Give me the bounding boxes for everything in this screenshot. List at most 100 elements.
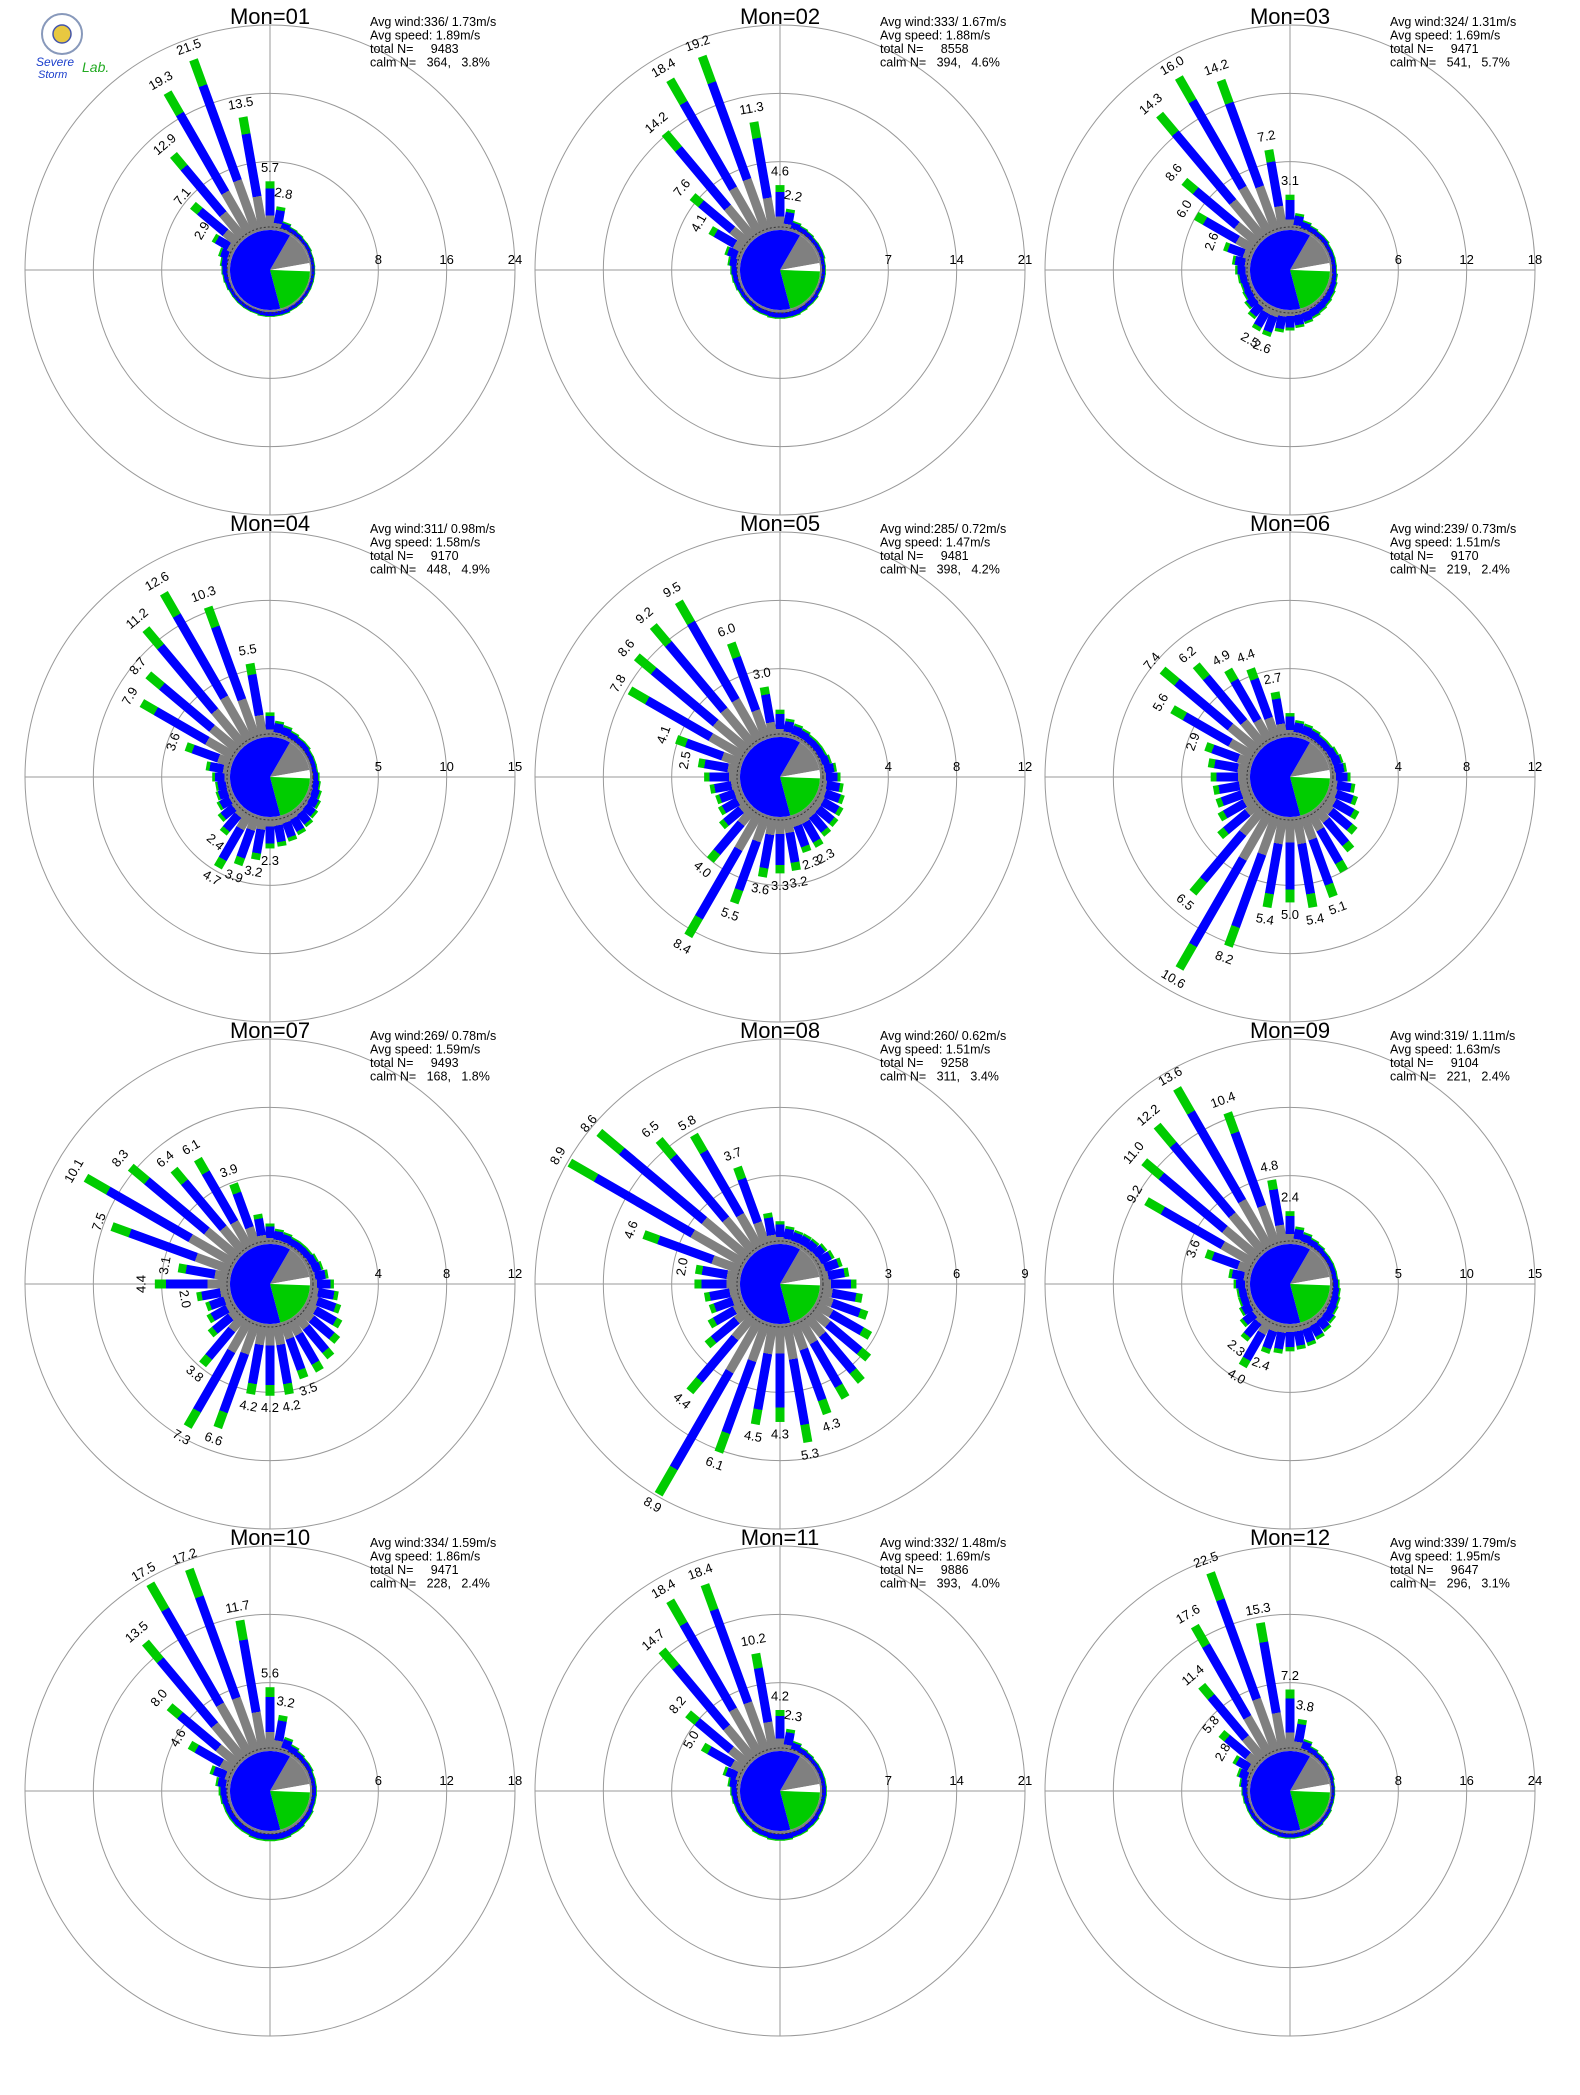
grid-ring bbox=[534, 1545, 1026, 2037]
grid-ring bbox=[1044, 531, 1536, 1023]
value-label: 6.6 bbox=[203, 1429, 225, 1449]
bar bbox=[1198, 1682, 1268, 1764]
value-label: 3.2 bbox=[788, 873, 808, 891]
bar bbox=[1326, 786, 1359, 806]
grid-ring bbox=[534, 1038, 1026, 1530]
r-tick-label: 12 bbox=[439, 1773, 453, 1788]
bar bbox=[1306, 728, 1321, 745]
bar bbox=[816, 1293, 869, 1320]
value-label: 11.2 bbox=[123, 605, 151, 632]
value-label: 2.5 bbox=[676, 750, 694, 770]
bar bbox=[707, 1300, 748, 1329]
center-outline bbox=[226, 733, 314, 821]
bar bbox=[1240, 1311, 1268, 1342]
bar bbox=[265, 817, 275, 849]
bar bbox=[763, 1212, 778, 1246]
value-label: 8.2 bbox=[1213, 947, 1235, 967]
value-label: 6.1 bbox=[704, 1453, 726, 1473]
bar bbox=[1210, 772, 1251, 782]
bar bbox=[1317, 740, 1333, 755]
info-line: Avg speed: 1.47m/s bbox=[880, 536, 990, 550]
bar bbox=[286, 1744, 300, 1759]
value-label: 8.0 bbox=[147, 1686, 170, 1709]
value-label: 3.9 bbox=[218, 1160, 240, 1180]
bar bbox=[253, 1213, 268, 1246]
bar bbox=[802, 1238, 820, 1257]
bar bbox=[1241, 1786, 1250, 1796]
r-tick-label: 16 bbox=[1459, 1773, 1473, 1788]
value-label: 18.4 bbox=[648, 1576, 677, 1602]
r-tick-label: 10 bbox=[1459, 1266, 1473, 1281]
bar bbox=[654, 1316, 764, 1497]
bar bbox=[818, 1267, 850, 1282]
bar bbox=[310, 1279, 334, 1289]
bar bbox=[308, 1286, 339, 1301]
bar bbox=[199, 1311, 248, 1368]
value-label: 2.0 bbox=[176, 1289, 194, 1309]
bar bbox=[775, 709, 785, 737]
value-label: 5.0 bbox=[680, 1728, 702, 1751]
bar bbox=[1312, 804, 1355, 853]
bar bbox=[627, 686, 748, 761]
center-pie bbox=[270, 1791, 310, 1830]
bar bbox=[286, 809, 307, 836]
value-label: 5.8 bbox=[1199, 1713, 1222, 1736]
bar bbox=[789, 723, 804, 741]
value-label: 8.4 bbox=[671, 935, 694, 957]
bar bbox=[818, 762, 837, 775]
value-label: 18.4 bbox=[648, 55, 677, 81]
center-pie bbox=[780, 1249, 820, 1284]
info-line: total N= 9481 bbox=[880, 549, 969, 563]
chart-title: Mon=10 bbox=[230, 1525, 310, 1550]
bar bbox=[649, 623, 758, 750]
bar bbox=[1216, 78, 1281, 234]
center-pie bbox=[1290, 270, 1330, 309]
value-label: 3.8 bbox=[1295, 1697, 1315, 1715]
value-label: 4.0 bbox=[1225, 1365, 1248, 1387]
bar bbox=[704, 772, 740, 782]
bar bbox=[1292, 1829, 1303, 1839]
value-label: 10.1 bbox=[61, 1156, 87, 1185]
bar bbox=[818, 1286, 863, 1303]
value-label: 2.3 bbox=[261, 853, 279, 868]
bar bbox=[717, 793, 748, 816]
center-pie bbox=[780, 263, 820, 272]
logo: Severe Storm Lab. bbox=[36, 13, 109, 81]
center-outline bbox=[736, 1747, 824, 1835]
value-label: 17.2 bbox=[170, 1545, 199, 1568]
value-label: 3.6 bbox=[163, 731, 183, 753]
center-pie bbox=[1290, 1249, 1330, 1284]
value-label: 2.0 bbox=[673, 1256, 691, 1276]
bar bbox=[166, 1703, 243, 1769]
chart-title: Mon=11 bbox=[741, 1525, 819, 1550]
center-pie bbox=[1290, 1277, 1330, 1286]
bar bbox=[1285, 1211, 1295, 1244]
bar bbox=[272, 1322, 294, 1395]
bar bbox=[655, 1137, 758, 1257]
center-pie bbox=[740, 737, 800, 817]
bar bbox=[1317, 1306, 1337, 1324]
bar bbox=[292, 736, 306, 750]
value-label: 5.8 bbox=[675, 1112, 698, 1134]
bar bbox=[265, 1223, 275, 1244]
info-line: calm N= 448, 4.9% bbox=[370, 563, 490, 577]
r-tick-label: 8 bbox=[1395, 1773, 1402, 1788]
bar bbox=[170, 152, 248, 243]
grid-ring bbox=[161, 668, 379, 886]
info-line: calm N= 296, 3.1% bbox=[1390, 1577, 1510, 1591]
grid-ring bbox=[92, 92, 448, 448]
logo-text: Lab. bbox=[82, 59, 109, 75]
bar bbox=[1285, 713, 1295, 737]
bar bbox=[183, 1316, 254, 1429]
r-tick-label: 21 bbox=[1018, 252, 1032, 267]
r-tick-label: 7 bbox=[885, 1773, 892, 1788]
bar bbox=[207, 1306, 243, 1338]
chart-title: Mon=04 bbox=[230, 511, 310, 536]
bar bbox=[1299, 1320, 1317, 1347]
